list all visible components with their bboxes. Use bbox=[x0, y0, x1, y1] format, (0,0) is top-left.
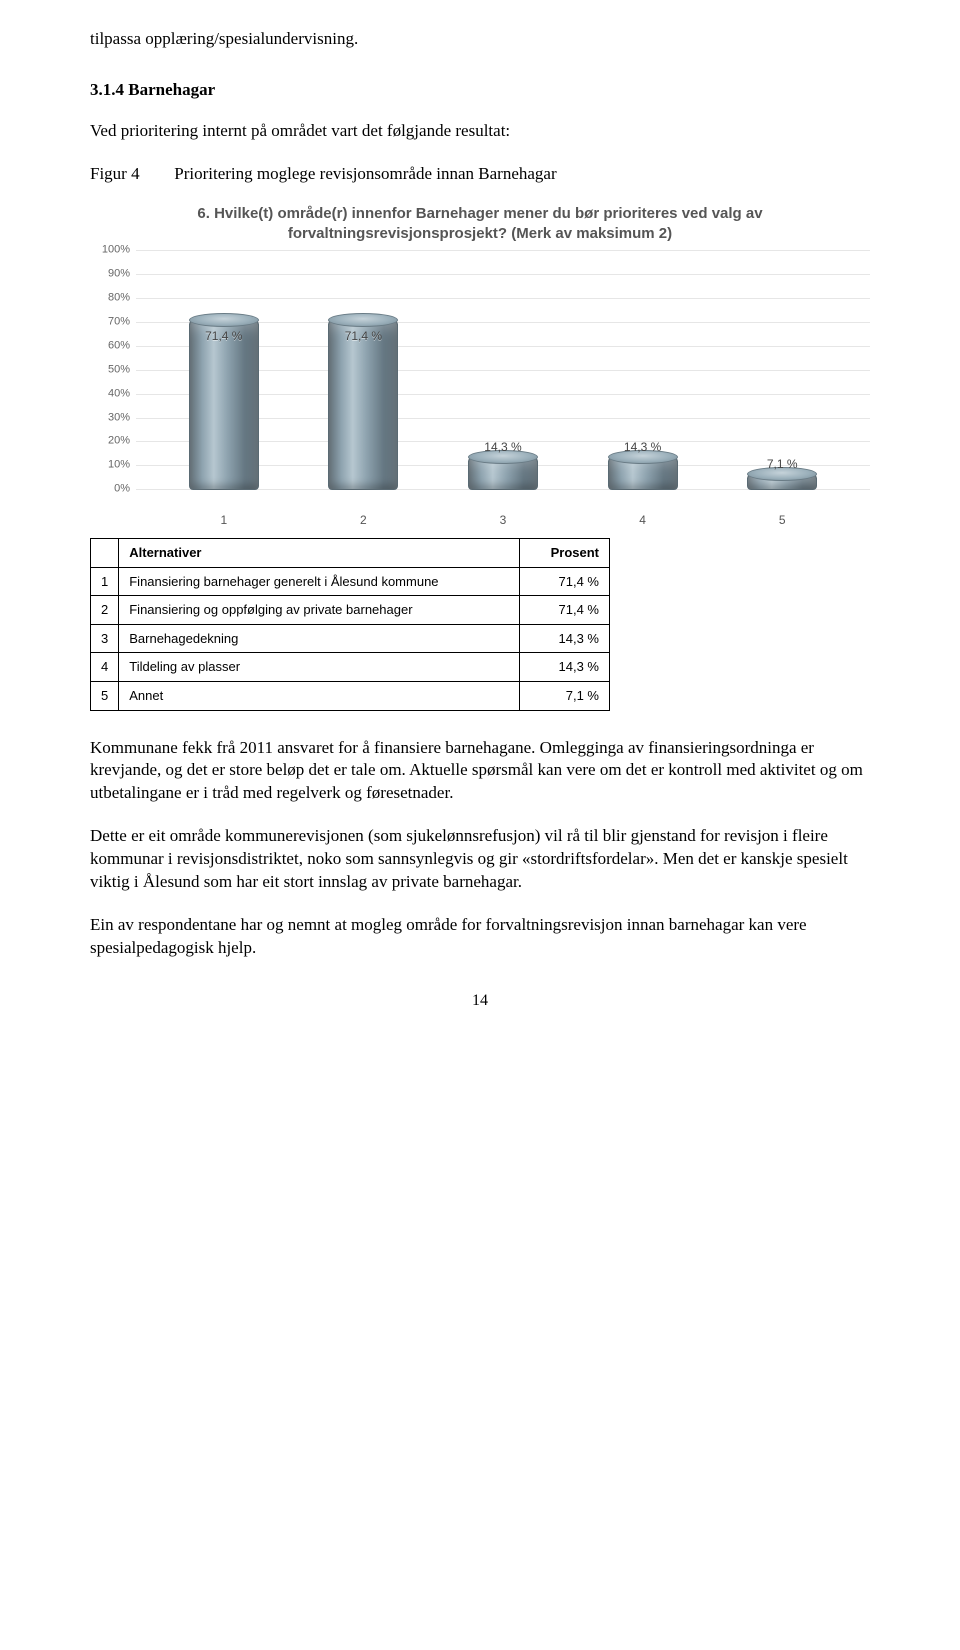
bar-value-label: 7,1 % bbox=[767, 456, 798, 472]
xtick-label: 1 bbox=[220, 512, 227, 528]
ytick-label: 60% bbox=[90, 338, 130, 353]
bar-slot: 14,3 %4 bbox=[603, 250, 683, 490]
table-row: 2Finansiering og oppfølging av private b… bbox=[91, 596, 610, 625]
body-paragraph-3: Ein av respondentane har og nemnt at mog… bbox=[90, 914, 870, 960]
section-heading: 3.1.4 Barnehagar bbox=[90, 79, 870, 102]
ytick-label: 50% bbox=[90, 362, 130, 377]
page-number: 14 bbox=[90, 990, 870, 1012]
section-number: 3.1.4 bbox=[90, 80, 124, 99]
chart-bar: 14,3 % bbox=[468, 456, 538, 490]
xtick-label: 3 bbox=[500, 512, 507, 528]
section-title: Barnehagar bbox=[128, 80, 215, 99]
table-cell-idx: 2 bbox=[91, 596, 119, 625]
alternatives-table-wrap: Alternativer Prosent 1Finansiering barne… bbox=[90, 538, 870, 710]
bar-slot: 7,1 %5 bbox=[742, 250, 822, 490]
bar-value-label: 71,4 % bbox=[345, 328, 382, 344]
chart-title-line2: forvaltningsrevisjonsprosjekt? (Merk av … bbox=[90, 224, 870, 244]
table-cell-alt: Finansiering barnehager generelt i Ålesu… bbox=[119, 567, 520, 596]
lead-paragraph: Ved prioritering internt på området vart… bbox=[90, 120, 870, 143]
table-cell-alt: Tildeling av plasser bbox=[119, 653, 520, 682]
ytick-label: 80% bbox=[90, 291, 130, 306]
alternatives-table: Alternativer Prosent 1Finansiering barne… bbox=[90, 538, 610, 710]
figure-label: Figur 4 bbox=[90, 163, 170, 186]
body-paragraph-1: Kommunane fekk frå 2011 ansvaret for å f… bbox=[90, 737, 870, 806]
bar-value-label: 14,3 % bbox=[484, 439, 521, 455]
chart-bar: 71,4 % bbox=[328, 319, 398, 490]
chart-bars: 71,4 %1 71,4 %2 14,3 %3 14,3 %4 7,1 %5 bbox=[136, 250, 870, 490]
ytick-label: 70% bbox=[90, 315, 130, 330]
ytick-label: 40% bbox=[90, 386, 130, 401]
bar-chart: 6. Hvilke(t) område(r) innenfor Barnehag… bbox=[90, 204, 870, 511]
table-cell-pct: 14,3 % bbox=[520, 653, 610, 682]
table-cell-alt: Barnehagedekning bbox=[119, 624, 520, 653]
ytick-label: 20% bbox=[90, 434, 130, 449]
table-cell-idx: 5 bbox=[91, 681, 119, 710]
table-row: 5Annet7,1 % bbox=[91, 681, 610, 710]
xtick-label: 4 bbox=[639, 512, 646, 528]
xtick-label: 2 bbox=[360, 512, 367, 528]
table-header-pct: Prosent bbox=[520, 539, 610, 568]
bar-top-cap bbox=[189, 313, 259, 327]
table-cell-pct: 71,4 % bbox=[520, 567, 610, 596]
table-cell-pct: 71,4 % bbox=[520, 596, 610, 625]
table-cell-idx: 3 bbox=[91, 624, 119, 653]
chart-bar: 7,1 % bbox=[747, 473, 817, 490]
bar-top-cap bbox=[328, 313, 398, 327]
intro-fragment: tilpassa opplæring/spesialundervisning. bbox=[90, 28, 870, 51]
bar-value-label: 71,4 % bbox=[205, 328, 242, 344]
ytick-label: 10% bbox=[90, 458, 130, 473]
body-paragraph-2: Dette er eit område kommunerevisjonen (s… bbox=[90, 825, 870, 894]
ytick-label: 100% bbox=[90, 243, 130, 258]
figure-caption-text: Prioritering moglege revisjonsområde inn… bbox=[174, 164, 556, 183]
chart-bar: 14,3 % bbox=[608, 456, 678, 490]
bar-slot: 14,3 %3 bbox=[463, 250, 543, 490]
table-cell-idx: 1 bbox=[91, 567, 119, 596]
bar-value-label: 14,3 % bbox=[624, 439, 661, 455]
chart-plot-area: 0%10%20%30%40%50%60%70%80%90%100% 71,4 %… bbox=[136, 250, 870, 510]
table-header-alt: Alternativer bbox=[119, 539, 520, 568]
table-header-row: Alternativer Prosent bbox=[91, 539, 610, 568]
chart-title-line1: 6. Hvilke(t) område(r) innenfor Barnehag… bbox=[90, 204, 870, 224]
chart-title: 6. Hvilke(t) område(r) innenfor Barnehag… bbox=[90, 204, 870, 245]
bar-slot: 71,4 %2 bbox=[323, 250, 403, 490]
table-cell-idx: 4 bbox=[91, 653, 119, 682]
table-cell-alt: Annet bbox=[119, 681, 520, 710]
figure-caption: Figur 4 Prioritering moglege revisjonsom… bbox=[90, 163, 870, 186]
bar-slot: 71,4 %1 bbox=[184, 250, 264, 490]
ytick-label: 30% bbox=[90, 410, 130, 425]
table-cell-pct: 14,3 % bbox=[520, 624, 610, 653]
chart-bar: 71,4 % bbox=[189, 319, 259, 490]
table-row: 3Barnehagedekning14,3 % bbox=[91, 624, 610, 653]
table-cell-alt: Finansiering og oppfølging av private ba… bbox=[119, 596, 520, 625]
table-cell-pct: 7,1 % bbox=[520, 681, 610, 710]
table-header-idx bbox=[91, 539, 119, 568]
table-row: 1Finansiering barnehager generelt i Åles… bbox=[91, 567, 610, 596]
table-row: 4Tildeling av plasser14,3 % bbox=[91, 653, 610, 682]
ytick-label: 0% bbox=[90, 482, 130, 497]
ytick-label: 90% bbox=[90, 267, 130, 282]
xtick-label: 5 bbox=[779, 512, 786, 528]
